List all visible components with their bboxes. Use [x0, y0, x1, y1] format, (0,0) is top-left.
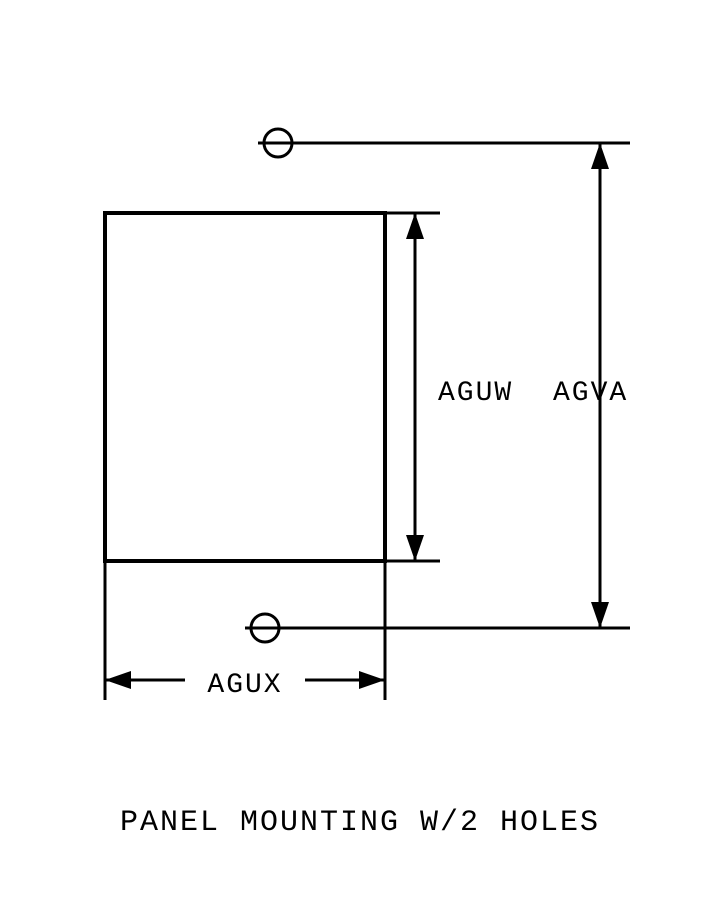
dimension-label-agva: AGVA [553, 378, 628, 409]
engineering-diagram: AGUW AGVA AGUX PANEL MOUNTING W/2 HOLES [0, 0, 720, 906]
dimension-label-agux: AGUX [207, 670, 282, 701]
diagram-title: PANEL MOUNTING W/2 HOLES [120, 806, 600, 840]
dimension-aguw: AGUW [385, 213, 513, 561]
dimension-agux: AGUX [105, 561, 385, 701]
panel-rect [105, 213, 385, 561]
dimension-label-aguw: AGUW [438, 378, 513, 409]
